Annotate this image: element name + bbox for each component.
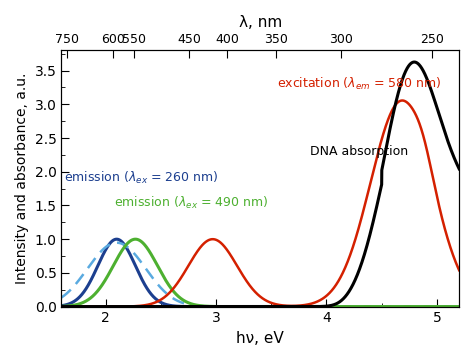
X-axis label: λ, nm: λ, nm [238,15,282,30]
Text: emission ($\lambda_{ex}$ = 490 nm): emission ($\lambda_{ex}$ = 490 nm) [114,195,269,211]
Text: excitation ($\lambda_{em}$ = 580 nm): excitation ($\lambda_{em}$ = 580 nm) [277,75,441,92]
Text: emission ($\lambda_{ex}$ = 260 nm): emission ($\lambda_{ex}$ = 260 nm) [64,170,219,186]
X-axis label: hν, eV: hν, eV [237,331,284,346]
Y-axis label: Intensity and absorbance, a.u.: Intensity and absorbance, a.u. [15,73,29,284]
Text: DNA absorption: DNA absorption [310,145,408,158]
